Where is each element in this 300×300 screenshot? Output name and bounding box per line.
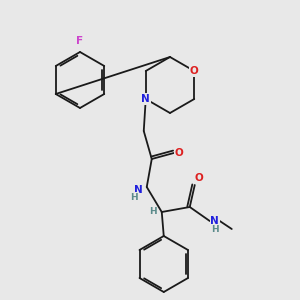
- Text: N: N: [141, 94, 150, 104]
- Text: O: O: [190, 66, 199, 76]
- Text: F: F: [76, 36, 84, 46]
- Text: H: H: [211, 226, 219, 235]
- Text: O: O: [174, 148, 183, 158]
- Text: H: H: [149, 206, 157, 215]
- Text: H: H: [130, 193, 138, 202]
- Text: N: N: [210, 216, 219, 226]
- Text: N: N: [134, 185, 143, 195]
- Text: O: O: [194, 173, 203, 183]
